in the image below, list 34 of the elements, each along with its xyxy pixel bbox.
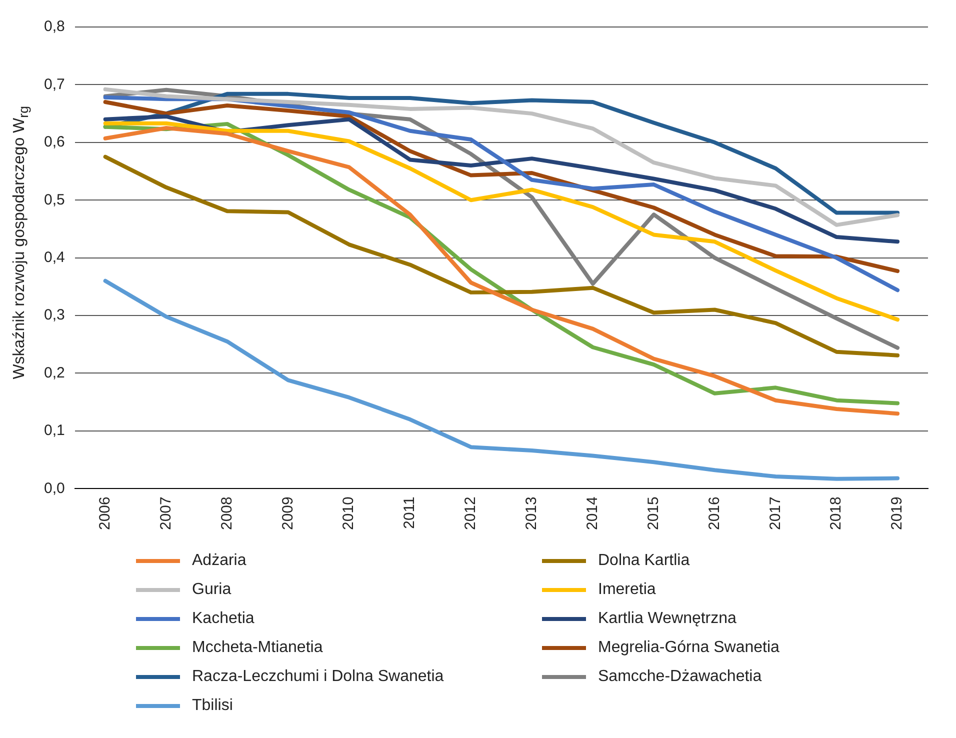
x-tick-label: 2008 xyxy=(218,496,236,530)
legend-label: Kartlia Wewnętrzna xyxy=(598,610,736,628)
legend-label: Adżaria xyxy=(192,552,246,570)
x-tick-label: 2006 xyxy=(96,496,114,530)
y-tick-label: 0,4 xyxy=(44,248,65,266)
legend-label: Imeretia xyxy=(598,581,656,599)
x-tick-label: 2016 xyxy=(706,496,723,530)
y-tick-label: 0,5 xyxy=(44,191,65,208)
y-tick-label: 0,2 xyxy=(44,364,65,382)
legend-label: Racza-Leczchumi i Dolna Swanetia xyxy=(192,668,444,686)
x-tick-label: 2017 xyxy=(766,496,784,530)
y-tick-label: 0,7 xyxy=(44,76,65,93)
y-tick-label: 0,1 xyxy=(44,422,65,440)
y-tick-label: 0,6 xyxy=(44,134,65,151)
legend-label: Samcche-Dżawachetia xyxy=(598,668,762,686)
x-tick-label: 2011 xyxy=(401,496,418,529)
x-tick-label: 2009 xyxy=(279,496,296,530)
legend-label: Dolna Kartlia xyxy=(598,552,690,570)
legend-label: Guria xyxy=(192,581,232,599)
legend-label: Tbilisi xyxy=(192,697,233,715)
x-tick-label: 2010 xyxy=(340,496,358,530)
x-tick-label: 2014 xyxy=(584,496,601,530)
x-tick-label: 2019 xyxy=(888,496,906,530)
legend-label: Kachetia xyxy=(192,610,254,628)
x-tick-label: 2007 xyxy=(157,496,174,530)
y-tick-label: 0,3 xyxy=(44,306,65,324)
x-tick-label: 2015 xyxy=(644,496,662,530)
x-tick-label: 2018 xyxy=(828,496,845,530)
y-tick-label: 0,0 xyxy=(44,480,65,497)
legend-label: Megrelia-Górna Swanetia xyxy=(598,639,780,657)
x-tick-label: 2012 xyxy=(462,496,480,530)
y-tick-label: 0,8 xyxy=(44,18,65,36)
legend-label: Mccheta-Mtianetia xyxy=(192,639,323,657)
x-tick-label: 2013 xyxy=(523,496,540,530)
